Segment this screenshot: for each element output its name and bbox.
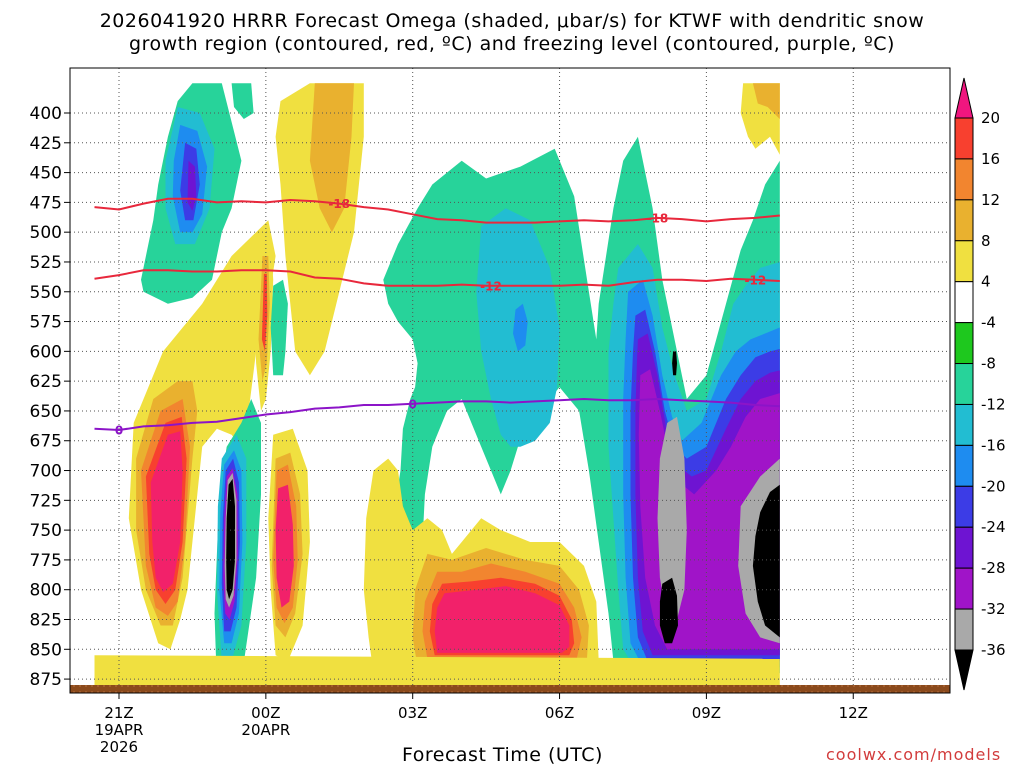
omega-region-39 (659, 577, 678, 644)
colorbar-label-0: 20 (981, 109, 1000, 127)
ytick-label-750: 750 (30, 521, 62, 541)
colorbar-label-9: -20 (981, 477, 1006, 495)
plot-frame (69, 67, 951, 694)
xtick-label-3-1: 20APR (241, 721, 290, 739)
omega-region-36 (657, 416, 687, 620)
omega-region-48 (94, 655, 780, 685)
colorbar-top-arrow (954, 77, 974, 119)
dgz-contour-1-label-0: -12 (480, 279, 502, 293)
ytick-label-625: 625 (30, 372, 62, 392)
colorbar-label-12: -32 (981, 600, 1006, 618)
xtick-label-3-0: 00Z (251, 704, 280, 722)
xtick-label-9-0: 06Z (545, 704, 574, 722)
colorbar-box-11 (954, 567, 974, 610)
ytick-label-650: 650 (30, 402, 62, 422)
xtick-label-0-1: 19APR (95, 721, 144, 739)
freezing-level-contour (94, 397, 780, 432)
colorbar-box-7 (954, 403, 974, 446)
contour-lines (94, 197, 780, 432)
ytick-label-400: 400 (30, 104, 62, 124)
colorbar-label-8: -16 (981, 436, 1006, 454)
chart-title-line-2: growth region (contoured, red, ºC) and f… (129, 33, 895, 55)
ytick-label-875: 875 (30, 670, 62, 690)
colorbar-label-5: -4 (981, 314, 996, 332)
omega-region-12 (150, 431, 183, 593)
ytick-label-675: 675 (30, 432, 62, 452)
x-axis-label: Forecast Time (UTC) (402, 744, 603, 766)
omega-region-19 (275, 484, 294, 608)
colorbar-label-10: -24 (981, 518, 1006, 536)
ytick-label-550: 550 (30, 283, 62, 303)
colorbar-label-13: -36 (981, 641, 1006, 659)
colorbar-box-3 (954, 240, 974, 283)
chart-title-line-1: 2026041920 HRRR Forecast Omega (shaded, … (99, 10, 925, 32)
omega-region-7 (309, 83, 354, 233)
ytick-label-775: 775 (30, 551, 62, 571)
freezing-level-contour-label-0: 0 (115, 424, 123, 438)
ytick-label-500: 500 (30, 223, 62, 243)
contour-labels: -18 -18 -12 -12 0 0 (115, 197, 767, 438)
ytick-label-825: 825 (30, 610, 62, 630)
ytick-label-575: 575 (30, 313, 62, 333)
ytick-label-425: 425 (30, 134, 62, 154)
xtick-label-0-0: 21Z (104, 704, 133, 722)
colorbar-box-10 (954, 526, 974, 569)
freezing-level-contour-label-1: 0 (409, 397, 417, 411)
xtick-label-15-0: 12Z (839, 704, 868, 722)
omega-region-5 (231, 83, 254, 119)
ground-strip (70, 685, 950, 693)
ytick-label-850: 850 (30, 640, 62, 660)
omega-region-38 (752, 484, 780, 638)
xtick-label-12-0: 09Z (692, 704, 721, 722)
colorbar-box-5 (954, 322, 974, 365)
omega-region-47 (752, 83, 780, 119)
omega-region-30 (513, 303, 528, 352)
colorbar-box-1 (954, 158, 974, 201)
y-axis: 400 425 450 475 500 525 550 575 600 625 650 675 700 7… (30, 104, 70, 690)
colorbar-bottom-arrow (954, 649, 974, 691)
colorbar-box-8 (954, 444, 974, 487)
dgz-contour-0-label-1: -18 (647, 211, 669, 225)
omega-shading (94, 83, 780, 685)
ytick-label-700: 700 (30, 462, 62, 482)
colorbar-label-3: 8 (981, 232, 991, 250)
colorbar-box-12 (954, 608, 974, 651)
colorbar-box-0 (954, 117, 974, 160)
ytick-label-450: 450 (30, 164, 62, 184)
ytick-label-475: 475 (30, 193, 62, 213)
omega-region-40 (672, 351, 677, 376)
credit-link[interactable]: coolwx.com/models (826, 745, 1002, 764)
grid-lines (70, 68, 950, 693)
xtick-label-6-0: 03Z (398, 704, 427, 722)
colorbar: 20 16 12 8 4 -4 -8 -12 -16 -20 -24 -28 -32 -36 (954, 77, 1006, 691)
colorbar-label-4: 4 (981, 273, 991, 291)
ytick-label-725: 725 (30, 491, 62, 511)
colorbar-label-7: -12 (981, 395, 1006, 413)
xtick-label-0-2: 2026 (100, 738, 138, 756)
colorbar-label-6: -8 (981, 355, 996, 373)
colorbar-box-2 (954, 199, 974, 242)
ytick-label-800: 800 (30, 581, 62, 601)
colorbar-box-6 (954, 363, 974, 405)
dgz-contour-1 (94, 269, 780, 287)
dgz-contour-0-label-0: -18 (328, 197, 350, 211)
dgz-contour-0 (94, 197, 780, 224)
colorbar-label-1: 16 (981, 150, 1000, 168)
colorbar-box-9 (954, 485, 974, 528)
omega-region-26 (226, 478, 235, 600)
dgz-contour-1-label-1: -12 (745, 273, 767, 287)
ytick-label-525: 525 (30, 253, 62, 273)
colorbar-box-4 (954, 281, 974, 324)
ytick-label-600: 600 (30, 342, 62, 362)
colorbar-label-11: -28 (981, 559, 1006, 577)
colorbar-label-2: 12 (981, 191, 1000, 209)
